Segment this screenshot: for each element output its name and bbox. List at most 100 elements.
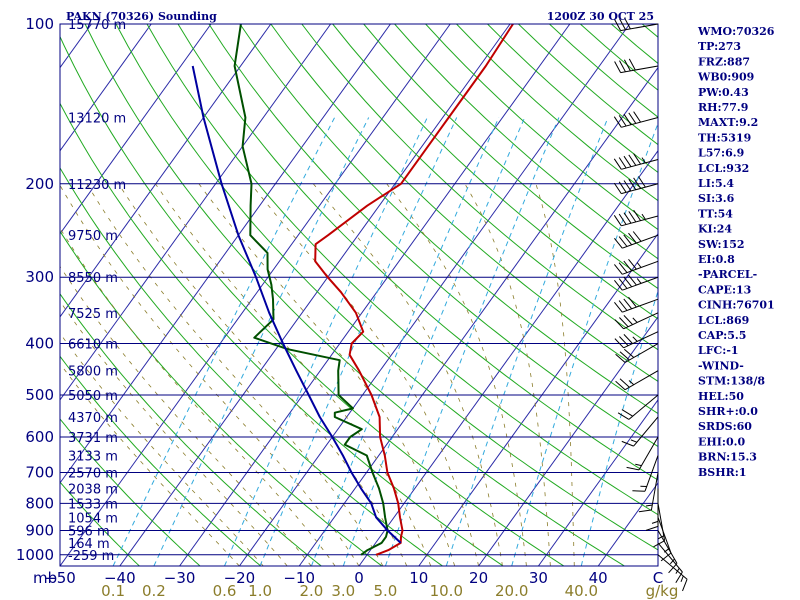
wind-barb-flag	[623, 59, 631, 72]
wind-barb-half-flag	[632, 317, 638, 323]
height-level-label: 3133 m	[68, 449, 118, 464]
wind-barb-flag	[623, 113, 632, 125]
moist-adiabat-line	[386, 183, 527, 566]
temperature-tick-label: −30	[164, 569, 196, 587]
wind-barb-staff	[624, 370, 659, 391]
isotherm-line	[358, 149, 658, 566]
wind-barb-flag	[682, 579, 688, 592]
height-level-label: 6610 m	[68, 338, 118, 353]
index-line: STM:138/8	[698, 375, 765, 388]
index-line: L57:6.9	[698, 147, 744, 160]
wind-barb-flag	[628, 258, 637, 270]
wind-barb	[615, 343, 659, 363]
moist-adiabat-line	[312, 183, 503, 566]
dry-adiabat-line	[60, 102, 504, 566]
mixing-ratio-tick-label: 0.6	[213, 582, 237, 600]
dry-adiabat-line	[208, 24, 658, 448]
temperature-tick-label: −20	[224, 569, 256, 587]
mixing-ratio-tick-label: 3.0	[331, 582, 355, 600]
wind-barb-flag	[613, 116, 622, 128]
moist-adiabat-line	[60, 300, 288, 566]
isotherm-line	[0, 24, 32, 566]
wind-barb-flag	[623, 260, 633, 272]
pressure-unit: mb	[33, 569, 57, 587]
mixing-ratio-tick-label: 2.0	[299, 582, 323, 600]
wind-barb-flag	[614, 19, 622, 31]
dry-adiabat-line	[549, 24, 658, 118]
wind-barb-staff	[621, 215, 659, 227]
wind-barb-half-flag	[635, 463, 642, 467]
index-line: KI:24	[698, 223, 732, 236]
wind-barb	[621, 416, 659, 447]
dry-adiabat-line	[177, 24, 658, 481]
wind-barb	[614, 258, 659, 275]
temperature-tick-label: −50	[44, 569, 76, 587]
sounding-time: 1200Z 30 OCT 25	[547, 10, 654, 23]
wind-barb-flag	[623, 155, 632, 167]
dry-adiabat-line	[115, 24, 658, 551]
wind-barb-flag	[614, 279, 623, 291]
wind-barb-flag	[618, 262, 628, 273]
mixing-ratio-tick-label: 10.0	[430, 582, 463, 600]
isotherm-line	[60, 24, 451, 566]
wind-barb	[613, 209, 659, 227]
wind-barb-flag	[619, 18, 626, 30]
dry-adiabat-line	[60, 35, 565, 566]
wind-barb-flag	[619, 60, 626, 73]
wind-barb-flag	[614, 338, 624, 349]
mixing-ratio-line	[259, 117, 458, 566]
isotherm-line	[60, 24, 332, 401]
pressure-tick-label: 500	[25, 386, 54, 404]
wind-barb	[657, 530, 678, 574]
wind-barb	[645, 488, 659, 531]
temperature-tick-label: 30	[529, 569, 548, 587]
wind-barb	[653, 503, 666, 548]
wind-barb-flag	[623, 315, 633, 325]
dry-adiabat-line	[518, 24, 658, 146]
wind-barb-flag	[618, 181, 627, 193]
moist-adiabat-line	[60, 184, 360, 566]
wind-barb-flag	[628, 274, 637, 286]
height-level-label: 7525 m	[68, 307, 118, 322]
moist-adiabat-line	[86, 183, 384, 566]
height-level-label: 8550 m	[68, 271, 118, 286]
pressure-tick-label: 700	[25, 464, 54, 482]
wind-barb-staff	[621, 116, 659, 128]
isotherm-line	[537, 399, 658, 566]
station-title: PAKN (70326) Sounding	[66, 10, 217, 23]
index-line: BSHR:1	[698, 466, 747, 479]
wind-barb-half-flag	[669, 558, 675, 565]
index-line: TT:54	[698, 207, 733, 220]
temperature-tick-label: 20	[469, 569, 488, 587]
wind-barb-flag	[617, 412, 630, 420]
wind-barb	[638, 472, 659, 513]
index-line: SI:3.6	[698, 192, 735, 205]
pressure-tick-label: 200	[25, 175, 54, 193]
wind-barb	[614, 312, 659, 330]
isotherm-line	[119, 24, 511, 566]
wind-barb-flag	[623, 298, 633, 310]
moist-adiabat-line	[118, 183, 408, 566]
isotherm-line	[60, 24, 212, 235]
moist-adiabat-line	[250, 183, 479, 566]
wind-barb	[614, 331, 659, 349]
temperature-unit: C	[653, 569, 663, 587]
dry-adiabat-line	[60, 481, 140, 566]
wind-barb-half-flag	[641, 213, 646, 220]
height-level-label: 9750 m	[68, 229, 118, 244]
wind-barb-flag	[623, 212, 632, 224]
wind-barb-flag	[628, 211, 637, 223]
wind-barb-flag	[613, 158, 622, 170]
moist-adiabat-line	[60, 227, 336, 566]
wind-barb-flag	[628, 296, 637, 308]
dewpoint-profile-line	[233, 24, 389, 556]
index-line: RH:77.9	[698, 101, 748, 114]
parcel-profile-line	[191, 65, 402, 544]
wind-barb-staff	[623, 331, 659, 349]
wind-barb	[632, 455, 659, 492]
index-line: CAPE:13	[698, 283, 751, 296]
isotherm-line	[60, 24, 391, 484]
index-line: TH:5319	[698, 131, 751, 144]
wind-barb-staff	[621, 183, 659, 195]
